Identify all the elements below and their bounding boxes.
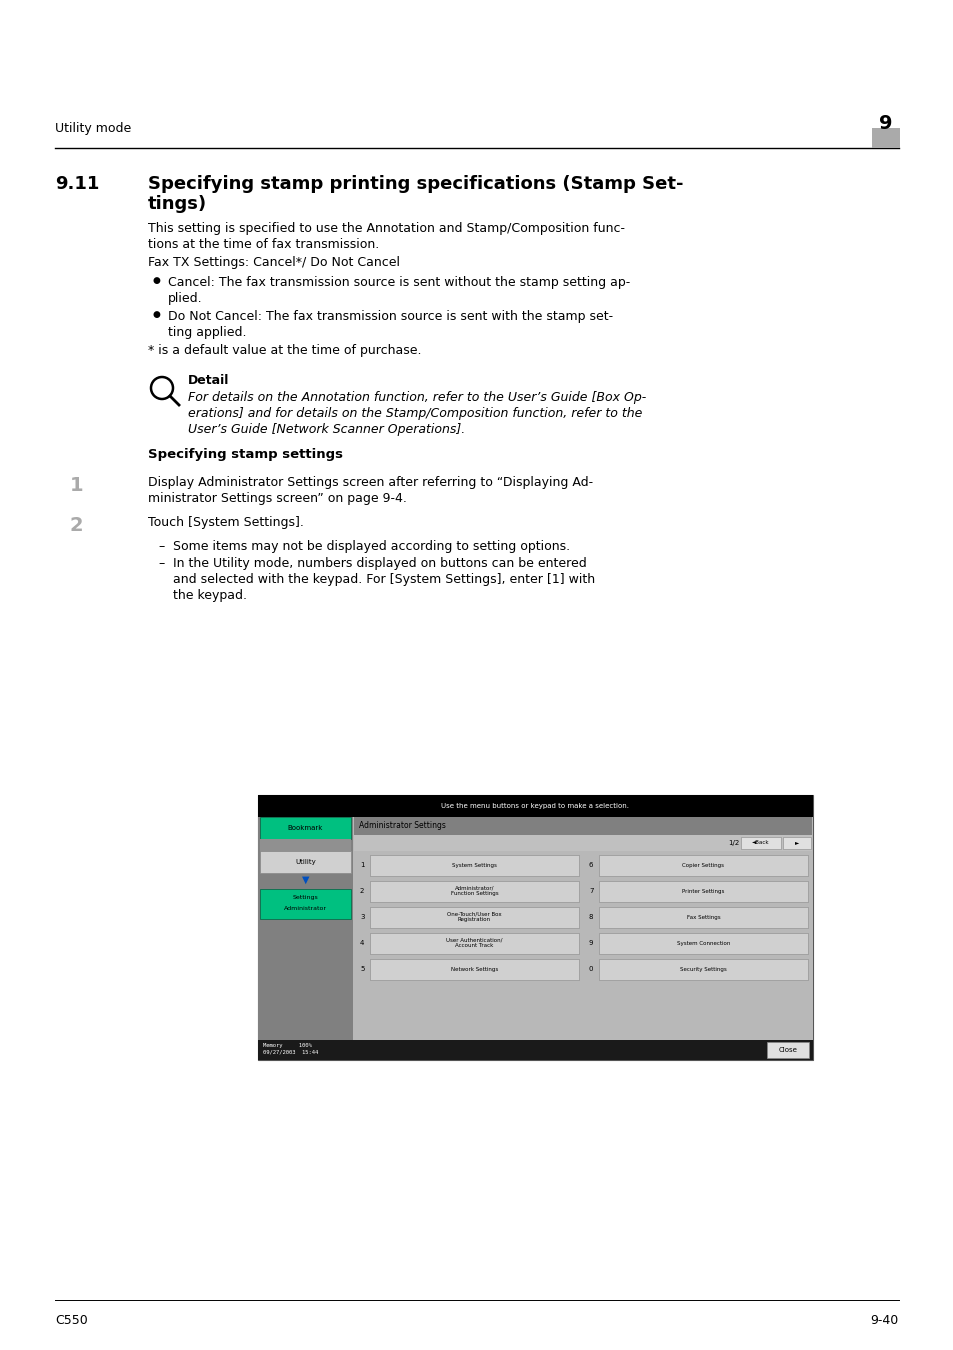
Text: 0: 0 <box>588 967 593 972</box>
Bar <box>598 882 807 902</box>
Text: ting applied.: ting applied. <box>168 325 246 339</box>
Bar <box>354 817 811 836</box>
Text: ▼: ▼ <box>301 875 309 886</box>
Text: plied.: plied. <box>168 292 202 305</box>
Bar <box>370 958 578 980</box>
Bar <box>257 795 812 1060</box>
Text: System Settings: System Settings <box>452 863 497 868</box>
Text: One-Touch/User Box
Registration: One-Touch/User Box Registration <box>447 911 501 922</box>
Bar <box>260 817 351 838</box>
Text: 9-40: 9-40 <box>870 1314 898 1327</box>
Bar <box>871 128 899 148</box>
Text: Detail: Detail <box>188 374 229 387</box>
Text: Security Settings: Security Settings <box>679 967 726 972</box>
Text: –: – <box>158 558 164 570</box>
Bar <box>598 907 807 927</box>
Text: Display Administrator Settings screen after referring to “Displaying Ad-: Display Administrator Settings screen af… <box>148 477 593 489</box>
Text: System Connection: System Connection <box>676 941 729 945</box>
Text: Network Settings: Network Settings <box>451 967 497 972</box>
Text: This setting is specified to use the Annotation and Stamp/Composition func-: This setting is specified to use the Ann… <box>148 221 624 235</box>
Text: Copier Settings: Copier Settings <box>681 863 723 868</box>
Text: 9: 9 <box>588 940 593 946</box>
Bar <box>260 890 351 919</box>
Bar <box>782 837 810 849</box>
Bar <box>598 933 807 954</box>
Bar <box>260 850 351 873</box>
Text: C550: C550 <box>55 1314 88 1327</box>
Bar <box>598 855 807 876</box>
Text: ►: ► <box>794 841 799 845</box>
Text: tions at the time of fax transmission.: tions at the time of fax transmission. <box>148 238 379 251</box>
Bar <box>370 907 578 927</box>
Text: 8: 8 <box>588 914 593 919</box>
Bar <box>370 933 578 954</box>
Text: Bookmark: Bookmark <box>288 825 323 832</box>
Text: ministrator Settings screen” on page 9-4.: ministrator Settings screen” on page 9-4… <box>148 491 406 505</box>
Text: For details on the Annotation function, refer to the User’s Guide [Box Op-: For details on the Annotation function, … <box>188 392 645 404</box>
Text: tings): tings) <box>148 194 207 213</box>
Text: 5: 5 <box>359 967 364 972</box>
Text: 09/27/2003  15:44: 09/27/2003 15:44 <box>263 1049 318 1054</box>
Text: 1: 1 <box>359 863 364 868</box>
Text: Printer Settings: Printer Settings <box>681 888 724 894</box>
Text: Close: Close <box>778 1048 797 1053</box>
Text: the keypad.: the keypad. <box>172 589 247 602</box>
Text: In the Utility mode, numbers displayed on buttons can be entered: In the Utility mode, numbers displayed o… <box>172 558 586 570</box>
Text: –: – <box>158 540 164 553</box>
Text: 3: 3 <box>359 914 364 919</box>
Text: * is a default value at the time of purchase.: * is a default value at the time of purc… <box>148 344 421 356</box>
Bar <box>598 958 807 980</box>
Bar <box>260 838 351 850</box>
Text: ◄Back: ◄Back <box>751 841 769 845</box>
Bar <box>257 817 353 1060</box>
Text: Administrator/
Function Settings: Administrator/ Function Settings <box>450 886 497 896</box>
Text: User’s Guide [Network Scanner Operations].: User’s Guide [Network Scanner Operations… <box>188 423 465 436</box>
Text: Specifying stamp settings: Specifying stamp settings <box>148 448 343 460</box>
Bar <box>740 837 781 849</box>
Text: Specifying stamp printing specifications (Stamp Set-: Specifying stamp printing specifications… <box>148 176 682 193</box>
Text: and selected with the keypad. For [System Settings], enter [1] with: and selected with the keypad. For [Syste… <box>172 572 595 586</box>
Text: 2: 2 <box>70 516 84 535</box>
Text: ●: ● <box>152 275 161 285</box>
Text: Do Not Cancel: The fax transmission source is sent with the stamp set-: Do Not Cancel: The fax transmission sour… <box>168 310 613 323</box>
Text: 2: 2 <box>359 888 364 894</box>
Text: Memory     100%: Memory 100% <box>263 1042 312 1048</box>
Text: Utility mode: Utility mode <box>55 122 132 135</box>
Text: Some items may not be displayed according to setting options.: Some items may not be displayed accordin… <box>172 540 570 553</box>
Text: 7: 7 <box>588 888 593 894</box>
Text: erations] and for details on the Stamp/Composition function, refer to the: erations] and for details on the Stamp/C… <box>188 406 641 420</box>
Bar <box>257 1040 812 1060</box>
Text: 1: 1 <box>70 477 84 495</box>
Bar <box>353 817 812 1060</box>
Bar <box>354 836 811 850</box>
Text: Administrator: Administrator <box>284 906 327 910</box>
Text: 6: 6 <box>588 863 593 868</box>
Bar <box>766 1042 808 1058</box>
Text: ●: ● <box>152 310 161 319</box>
Text: Utility: Utility <box>294 859 315 865</box>
Text: 1/2: 1/2 <box>727 840 739 846</box>
Text: Touch [System Settings].: Touch [System Settings]. <box>148 516 304 529</box>
Bar <box>370 882 578 902</box>
Bar <box>370 855 578 876</box>
Bar <box>257 795 812 817</box>
Text: User Authentication/
Account Track: User Authentication/ Account Track <box>446 938 502 949</box>
Text: Fax TX Settings: Cancel*/ Do Not Cancel: Fax TX Settings: Cancel*/ Do Not Cancel <box>148 256 399 269</box>
Text: Settings: Settings <box>293 895 318 900</box>
Text: Fax Settings: Fax Settings <box>686 914 720 919</box>
Text: 4: 4 <box>359 940 364 946</box>
Text: Cancel: The fax transmission source is sent without the stamp setting ap-: Cancel: The fax transmission source is s… <box>168 275 630 289</box>
Text: Administrator Settings: Administrator Settings <box>358 822 445 830</box>
Text: 9.11: 9.11 <box>55 176 99 193</box>
Text: 9: 9 <box>879 113 892 134</box>
Text: Use the menu buttons or keypad to make a selection.: Use the menu buttons or keypad to make a… <box>441 803 629 809</box>
